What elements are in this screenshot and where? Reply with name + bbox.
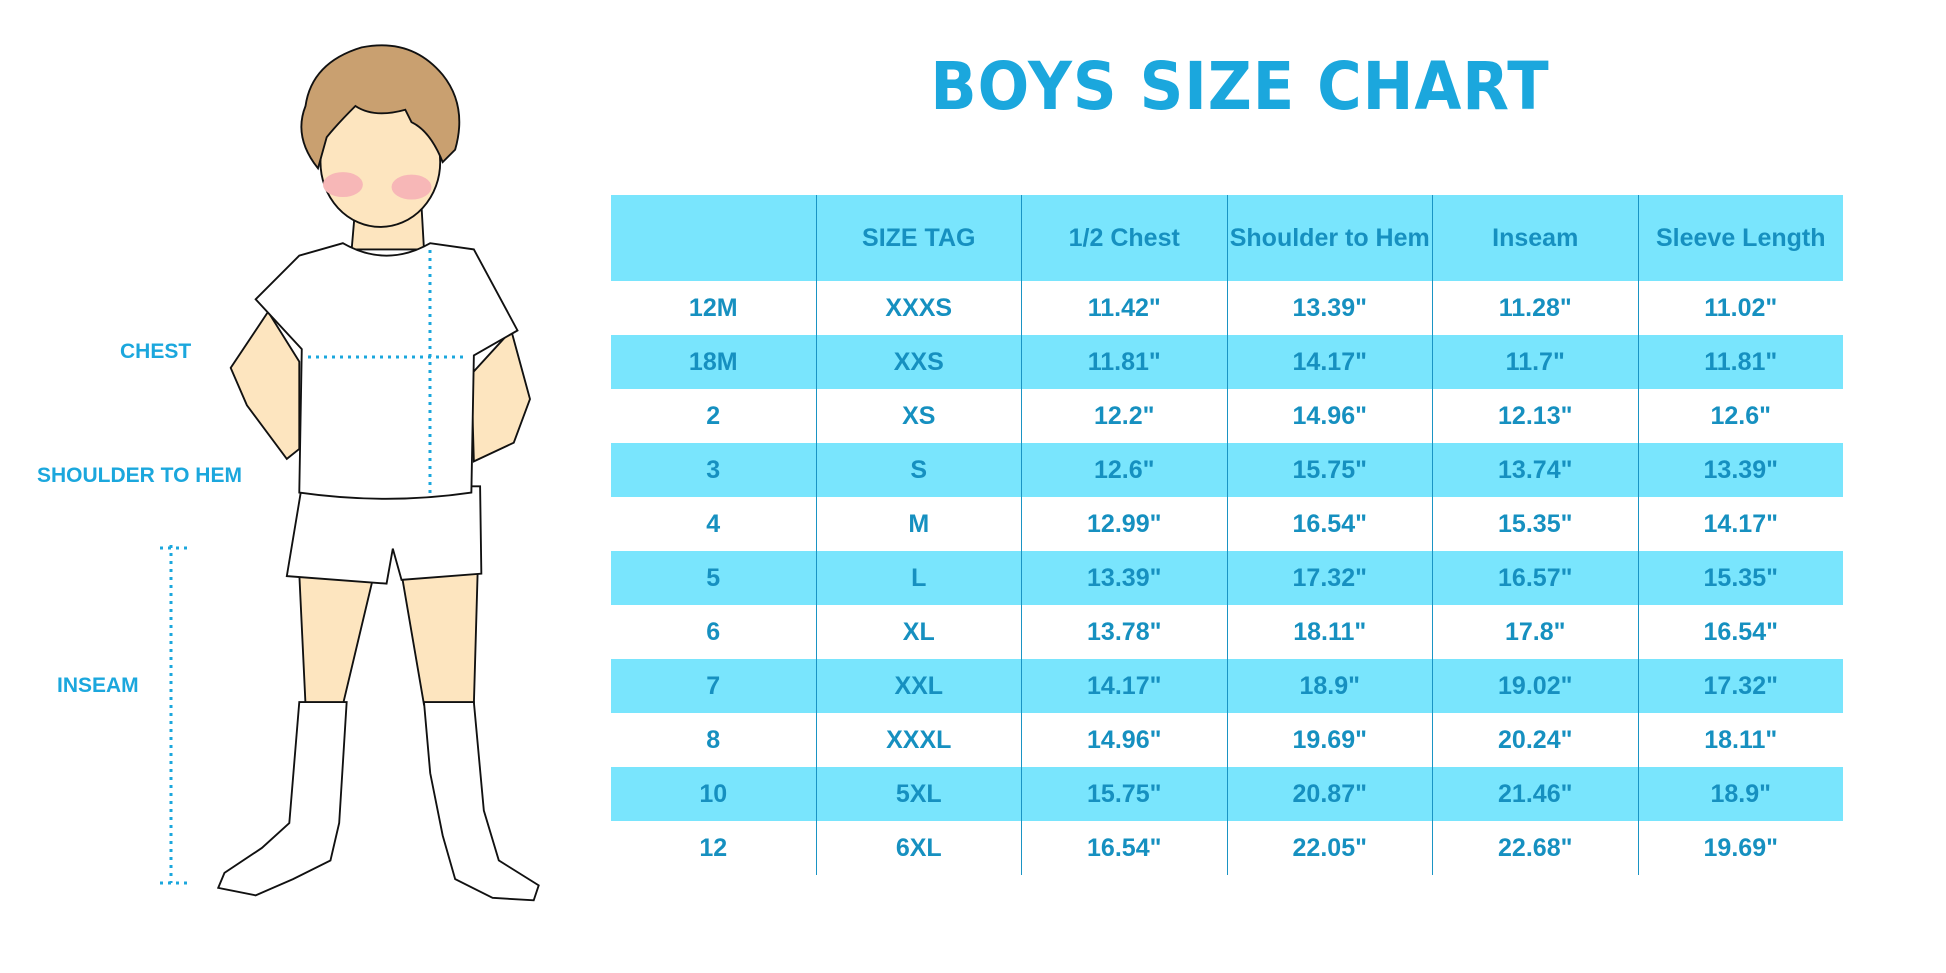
- table-cell: 11.42": [1021, 281, 1227, 335]
- chest-label: CHEST: [120, 340, 192, 363]
- table-cell: 2: [706, 401, 721, 430]
- table-cell: 17.8": [1432, 605, 1638, 659]
- table-cell: 16.54": [1021, 821, 1227, 875]
- column-header: Inseam: [1432, 195, 1638, 281]
- table-cell: 20.24": [1432, 713, 1638, 767]
- table-cell: 18.9": [1226, 659, 1433, 713]
- shoulder-to-hem-label: SHOULDER TO HEM: [37, 464, 242, 487]
- table-cell: 18.11": [1226, 605, 1433, 659]
- table-cell: 13.39": [1637, 443, 1843, 497]
- boy-illustration: [160, 44, 540, 902]
- table-cell: 11.02": [1637, 281, 1843, 335]
- size-chart-table: SIZE TAG 1/2 Chest Shoulder to Hem Inseam Sl…: [611, 195, 1843, 875]
- table-cell: 15.35": [1637, 551, 1843, 605]
- table-cell: 14.96": [1021, 713, 1227, 767]
- table-cell: 4: [706, 509, 721, 538]
- table-row: 2 XS 12.2" 14.96" 12.13" 12.6": [611, 389, 1843, 443]
- table-cell: 17.32": [1226, 551, 1433, 605]
- page-title: BOYS SIZE CHART: [930, 48, 1550, 125]
- table-row: 10 5XL 15.75" 20.87" 21.46" 18.9": [611, 767, 1843, 821]
- table-cell: 13.78": [1021, 605, 1227, 659]
- table-cell: 16.54": [1637, 605, 1843, 659]
- table-cell: 18M: [611, 335, 816, 389]
- table-cell: XXXL: [815, 713, 1022, 767]
- table-cell: 18.11": [1637, 713, 1843, 767]
- table-cell: 12.6": [1021, 443, 1227, 497]
- table-cell: 5: [611, 551, 816, 605]
- table-cell: 13.74": [1432, 443, 1638, 497]
- table-row: 5 L 13.39" 17.32" 16.57" 15.35": [611, 551, 1843, 605]
- table-cell: S: [815, 443, 1022, 497]
- table-cell: 14.96": [1226, 389, 1433, 443]
- column-header: 1/2 Chest: [1021, 195, 1227, 281]
- table-cell: M: [815, 497, 1022, 551]
- table-cell: 12M: [688, 293, 738, 322]
- table-cell: 16.57": [1432, 551, 1638, 605]
- table-cell: L: [815, 551, 1022, 605]
- table-cell: 18.9": [1637, 767, 1843, 821]
- column-header: Sleeve Length: [1637, 195, 1843, 281]
- table-cell: 15.75": [1021, 767, 1227, 821]
- table-cell: XXL: [815, 659, 1022, 713]
- table-header-row: SIZE TAG 1/2 Chest Shoulder to Hem Inseam Sl…: [611, 195, 1843, 281]
- table-cell: 13.39": [1021, 551, 1227, 605]
- table-cell: 11.81": [1021, 335, 1227, 389]
- table-row: 8 XXXL 14.96" 19.69" 20.24" 18.11": [611, 713, 1843, 767]
- table-cell: 16.54": [1226, 497, 1433, 551]
- table-cell: 8: [706, 725, 721, 754]
- table-cell: 13.39": [1226, 281, 1433, 335]
- table-cell: 22.05": [1226, 821, 1433, 875]
- table-cell: 19.69": [1226, 713, 1433, 767]
- table-cell: 10: [611, 767, 816, 821]
- column-header: Shoulder to Hem: [1226, 195, 1433, 281]
- table-cell: 19.69": [1637, 821, 1843, 875]
- table-cell: 15.35": [1432, 497, 1638, 551]
- table-cell: 11.81": [1637, 335, 1843, 389]
- table-cell: 21.46": [1432, 767, 1638, 821]
- table-cell: 20.87": [1226, 767, 1433, 821]
- table-cell: 12: [699, 833, 728, 862]
- table-cell: 3: [611, 443, 816, 497]
- table-cell: XS: [815, 389, 1022, 443]
- table-cell: XXXS: [815, 281, 1022, 335]
- table-cell: 19.02": [1432, 659, 1638, 713]
- table-cell: XL: [815, 605, 1022, 659]
- table-cell: 22.68": [1432, 821, 1638, 875]
- table-row: 7 XXL 14.17" 18.9" 19.02" 17.32": [611, 659, 1843, 713]
- table-cell: 7: [611, 659, 816, 713]
- table-cell: 11.28": [1432, 281, 1638, 335]
- table-cell: 6XL: [815, 821, 1022, 875]
- table-cell: 6: [706, 617, 721, 646]
- table-cell: 14.17": [1226, 335, 1433, 389]
- table-row: 12M XXXS 11.42" 13.39" 11.28" 11.02": [611, 281, 1843, 335]
- table-cell: 17.32": [1637, 659, 1843, 713]
- table-cell: 14.17": [1637, 497, 1843, 551]
- table-row: 6 XL 13.78" 18.11" 17.8" 16.54": [611, 605, 1843, 659]
- table-cell: 12.2": [1021, 389, 1227, 443]
- table-cell: 15.75": [1226, 443, 1433, 497]
- table-cell: 12.99": [1021, 497, 1227, 551]
- table-cell: 11.7": [1432, 335, 1638, 389]
- table-cell: 5XL: [815, 767, 1022, 821]
- table-row: 18M XXS 11.81" 14.17" 11.7" 11.81": [611, 335, 1843, 389]
- table-row: 3 S 12.6" 15.75" 13.74" 13.39": [611, 443, 1843, 497]
- table-cell: 12.6": [1637, 389, 1843, 443]
- column-header: [611, 195, 816, 281]
- table-cell: 14.17": [1021, 659, 1227, 713]
- table-cell: XXS: [815, 335, 1022, 389]
- column-header: SIZE TAG: [815, 195, 1022, 281]
- inseam-label: INSEAM: [57, 674, 139, 697]
- table-cell: 12.13": [1432, 389, 1638, 443]
- table-row: 12 6XL 16.54" 22.05" 22.68" 19.69": [611, 821, 1843, 875]
- table-row: 4 M 12.99" 16.54" 15.35" 14.17": [611, 497, 1843, 551]
